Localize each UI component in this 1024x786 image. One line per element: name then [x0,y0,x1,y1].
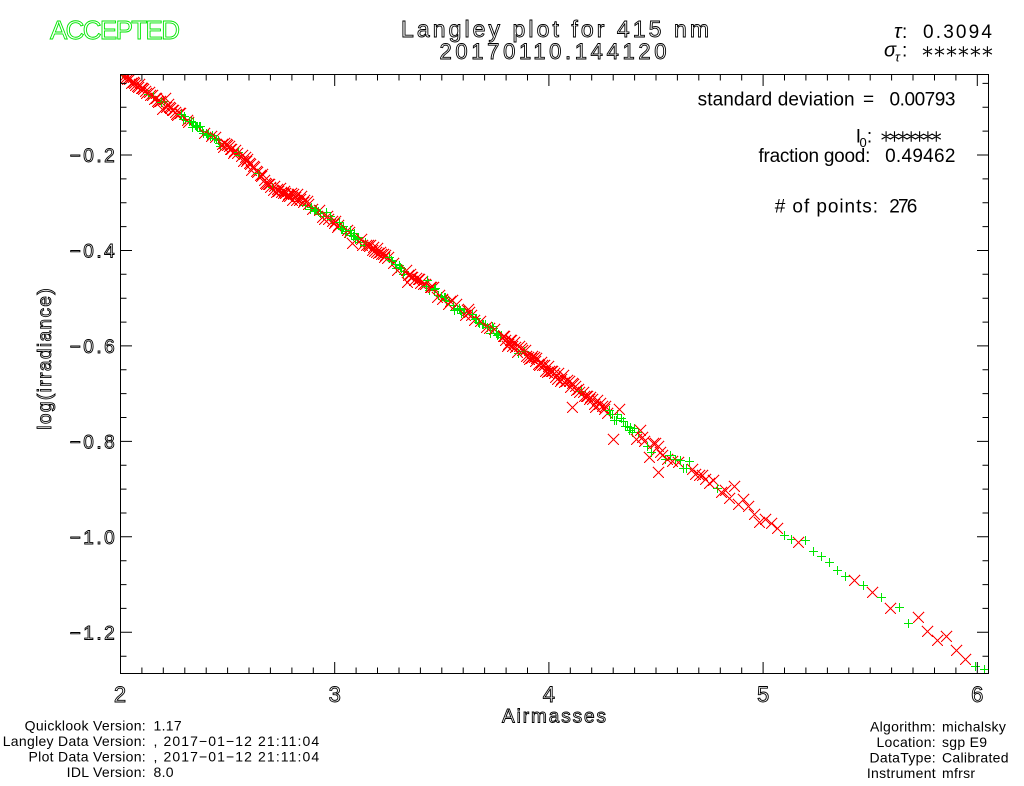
svg-text:, 2017−01−12 21:11:04: , 2017−01−12 21:11:04 [154,733,320,749]
svg-text:IDL Version:: IDL Version: [67,764,146,780]
svg-text:20170110.144120: 20170110.144120 [440,39,667,64]
svg-text:# of points:: # of points: [775,197,878,218]
svg-text:1.17: 1.17 [154,717,182,733]
svg-text:Quicklook Version:: Quicklook Version: [25,717,146,733]
svg-text:0: 0 [860,135,867,150]
svg-text:−1.2: −1.2 [70,624,115,645]
svg-text:−0.4: −0.4 [70,242,115,263]
svg-text:−0.8: −0.8 [70,433,115,454]
svg-text:Calibrated: Calibrated [942,750,1009,766]
svg-text:Algorithm:: Algorithm: [870,718,936,734]
svg-text:5: 5 [757,682,769,707]
svg-text:6: 6 [971,682,983,707]
svg-text::: : [902,41,907,62]
svg-text:fraction good:: fraction good: [759,146,871,167]
svg-text:4: 4 [543,682,555,707]
svg-text:ACCEPTED: ACCEPTED [50,15,180,45]
svg-text:standard deviation: standard deviation [698,90,855,111]
svg-text:mfrsr: mfrsr [942,765,975,781]
svg-text:DataType:: DataType: [869,750,936,766]
svg-text::: : [902,22,907,43]
svg-text:σ: σ [884,40,897,62]
svg-text:Location:: Location: [876,734,936,750]
svg-text:=: = [863,90,874,111]
svg-text:log(irradiance): log(irradiance) [35,288,56,430]
svg-text:Langley plot for 415 nm: Langley plot for 415 nm [401,16,709,42]
svg-text:Airmasses: Airmasses [502,707,606,728]
svg-text:−0.6: −0.6 [70,337,115,358]
svg-text:−1.0: −1.0 [70,528,115,549]
svg-text:0.00793: 0.00793 [890,90,956,111]
svg-text:τ: τ [895,50,901,65]
svg-text:, 2017−01−12 21:11:04: , 2017−01−12 21:11:04 [154,748,320,764]
svg-text:8.0: 8.0 [154,764,174,780]
svg-text:michalsky: michalsky [942,718,1006,734]
svg-text:τ: τ [894,21,903,43]
svg-text:−0.2: −0.2 [70,146,115,167]
svg-text:Instrument: Instrument [867,765,936,781]
svg-text:0.3094: 0.3094 [923,22,992,43]
svg-text:I: I [856,127,861,148]
svg-text:3: 3 [329,682,341,707]
svg-text::: : [867,127,872,148]
svg-text:Plot Data Version:: Plot Data Version: [29,748,146,764]
svg-text:2: 2 [114,682,126,707]
svg-text:276: 276 [889,197,917,218]
svg-text:Langley Data Version:: Langley Data Version: [3,733,146,749]
svg-text:0.49462: 0.49462 [885,146,955,167]
svg-text:sgp E9: sgp E9 [942,734,987,750]
